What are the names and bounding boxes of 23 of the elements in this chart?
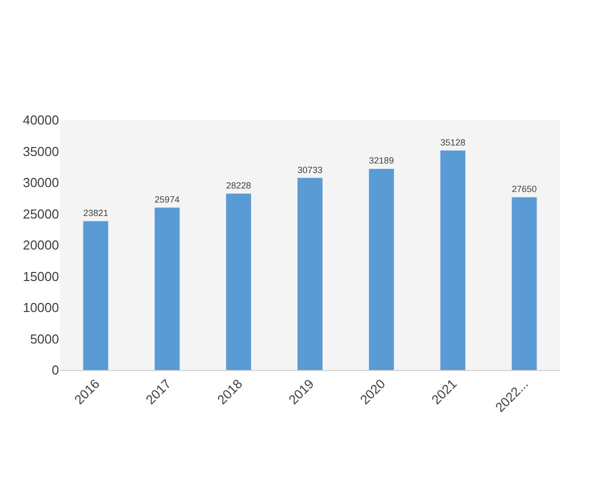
- bar: [512, 197, 537, 370]
- y-tick-label: 10000: [22, 300, 59, 316]
- bar: [83, 221, 108, 370]
- data-label: 28228: [226, 180, 252, 190]
- data-label: 32189: [368, 156, 394, 166]
- bar: [154, 208, 180, 370]
- bar: [226, 194, 252, 370]
- y-tick-label: 25000: [22, 206, 59, 222]
- data-label: 23821: [83, 208, 108, 218]
- bar: [440, 150, 466, 370]
- data-label: 27650: [512, 184, 537, 194]
- y-tick-label: 0: [52, 362, 59, 378]
- bar: [298, 178, 322, 370]
- y-tick-label: 40000: [22, 112, 59, 128]
- y-tick-label: 20000: [22, 238, 59, 253]
- data-label: 35128: [440, 137, 466, 148]
- data-label: 25974: [154, 194, 180, 205]
- bar: [368, 168, 394, 370]
- y-tick-label: 15000: [22, 268, 59, 284]
- y-tick-label: 5000: [30, 331, 59, 346]
- y-tick-label: 35000: [22, 144, 59, 159]
- data-label: 30733: [298, 164, 322, 175]
- y-tick-label: 30000: [22, 175, 59, 190]
